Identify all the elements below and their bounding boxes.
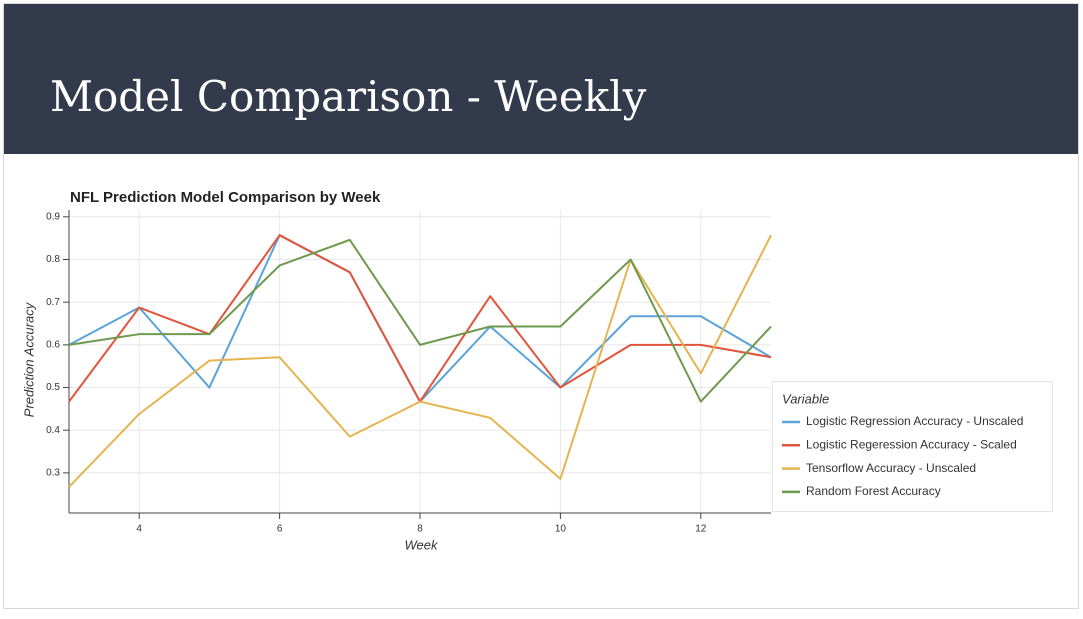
chart-title: NFL Prediction Model Comparison by Week bbox=[70, 189, 381, 206]
y-tick-label: 0.8 bbox=[46, 254, 60, 265]
y-axis-label: Prediction Accuracy bbox=[21, 301, 36, 417]
legend-box bbox=[772, 381, 1053, 512]
x-tick-label: 6 bbox=[277, 524, 283, 535]
x-axis-label: Week bbox=[405, 537, 439, 552]
slide-title: Model Comparison - Weekly bbox=[50, 72, 647, 121]
x-tick-label: 10 bbox=[555, 524, 567, 535]
y-tick-label: 0.3 bbox=[46, 468, 60, 479]
x-tick-label: 8 bbox=[417, 524, 423, 535]
y-tick-label: 0.4 bbox=[46, 425, 60, 436]
legend-label: Logistic Regeression Accuracy - Scaled bbox=[806, 437, 1017, 451]
y-tick-label: 0.9 bbox=[46, 211, 60, 222]
series-line bbox=[68, 234, 772, 488]
y-tick-label: 0.7 bbox=[46, 297, 60, 308]
y-tick-label: 0.6 bbox=[46, 339, 60, 350]
slide-header bbox=[4, 4, 1078, 154]
legend-label: Random Forest Accuracy bbox=[806, 484, 941, 498]
series-line bbox=[68, 238, 772, 403]
y-tick-label: 0.5 bbox=[46, 382, 60, 393]
x-tick-label: 12 bbox=[695, 524, 707, 535]
legend-label: Tensorflow Accuracy - Unscaled bbox=[806, 461, 976, 475]
legend-title: Variable bbox=[782, 391, 829, 406]
legend-label: Logistic Regression Accuracy - Unscaled bbox=[806, 414, 1023, 428]
x-tick-label: 4 bbox=[136, 524, 142, 535]
